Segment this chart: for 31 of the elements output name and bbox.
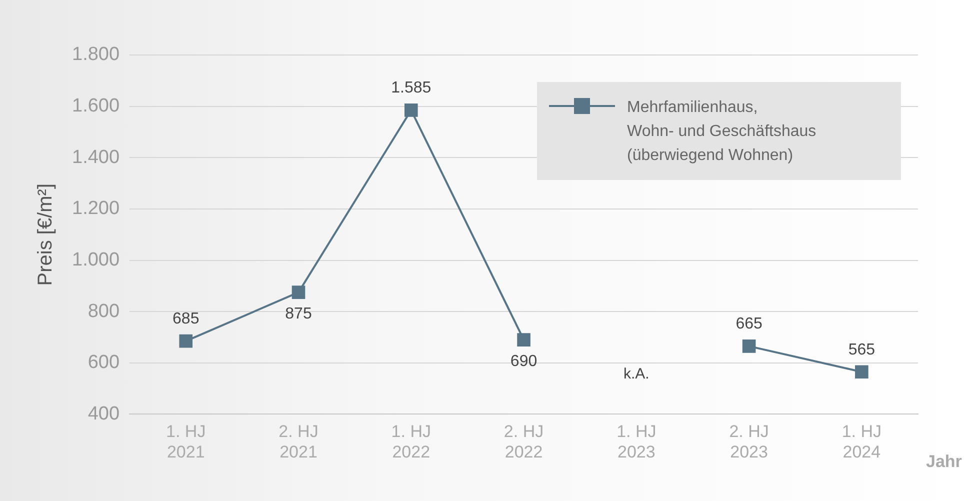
point (404, 104, 418, 117)
text: 665 (736, 316, 762, 333)
x-tick-label: 1. HJ 2023 (616, 422, 656, 462)
point (517, 333, 530, 346)
y-tick-label: 400 (88, 403, 120, 424)
x-tick-label: 1. HJ 2022 (391, 422, 431, 462)
x-tick-label: 1. HJ 2024 (842, 422, 882, 462)
text: 875 (285, 306, 312, 323)
x-tick-label: 2. HJ 2023 (729, 422, 769, 462)
point (179, 334, 193, 348)
text: 565 (848, 341, 876, 358)
y-tick-label: 1.000 (72, 249, 120, 270)
x-tick-label: 1. HJ 2021 (166, 422, 206, 462)
legend-label: Mehrfamilienhaus, Wohn- und Geschäftshaus (überwiegend Wohnen) (627, 98, 816, 166)
text: 685 (172, 310, 200, 328)
y-axis-title: Preis [€/m²] (34, 183, 57, 286)
x-tick-label: 2. HJ 2022 (504, 422, 544, 462)
y-tick-label: 800 (88, 300, 120, 322)
point (742, 340, 756, 353)
y-tick-label: 1.600 (72, 96, 120, 117)
point (855, 365, 868, 379)
y-tick-label: 1.800 (72, 44, 120, 66)
y-tick-label: 600 (88, 352, 120, 374)
y-tick-label: 1.200 (72, 198, 120, 220)
text: 690 (510, 353, 538, 370)
y-tick-label: 1.400 (72, 146, 120, 168)
point (292, 286, 306, 299)
text: 1.585 (391, 80, 432, 97)
x-axis-title: Jahr (926, 452, 962, 472)
x-tick-label: 2. HJ 2021 (278, 422, 318, 462)
annotation: k.A. (623, 365, 650, 382)
